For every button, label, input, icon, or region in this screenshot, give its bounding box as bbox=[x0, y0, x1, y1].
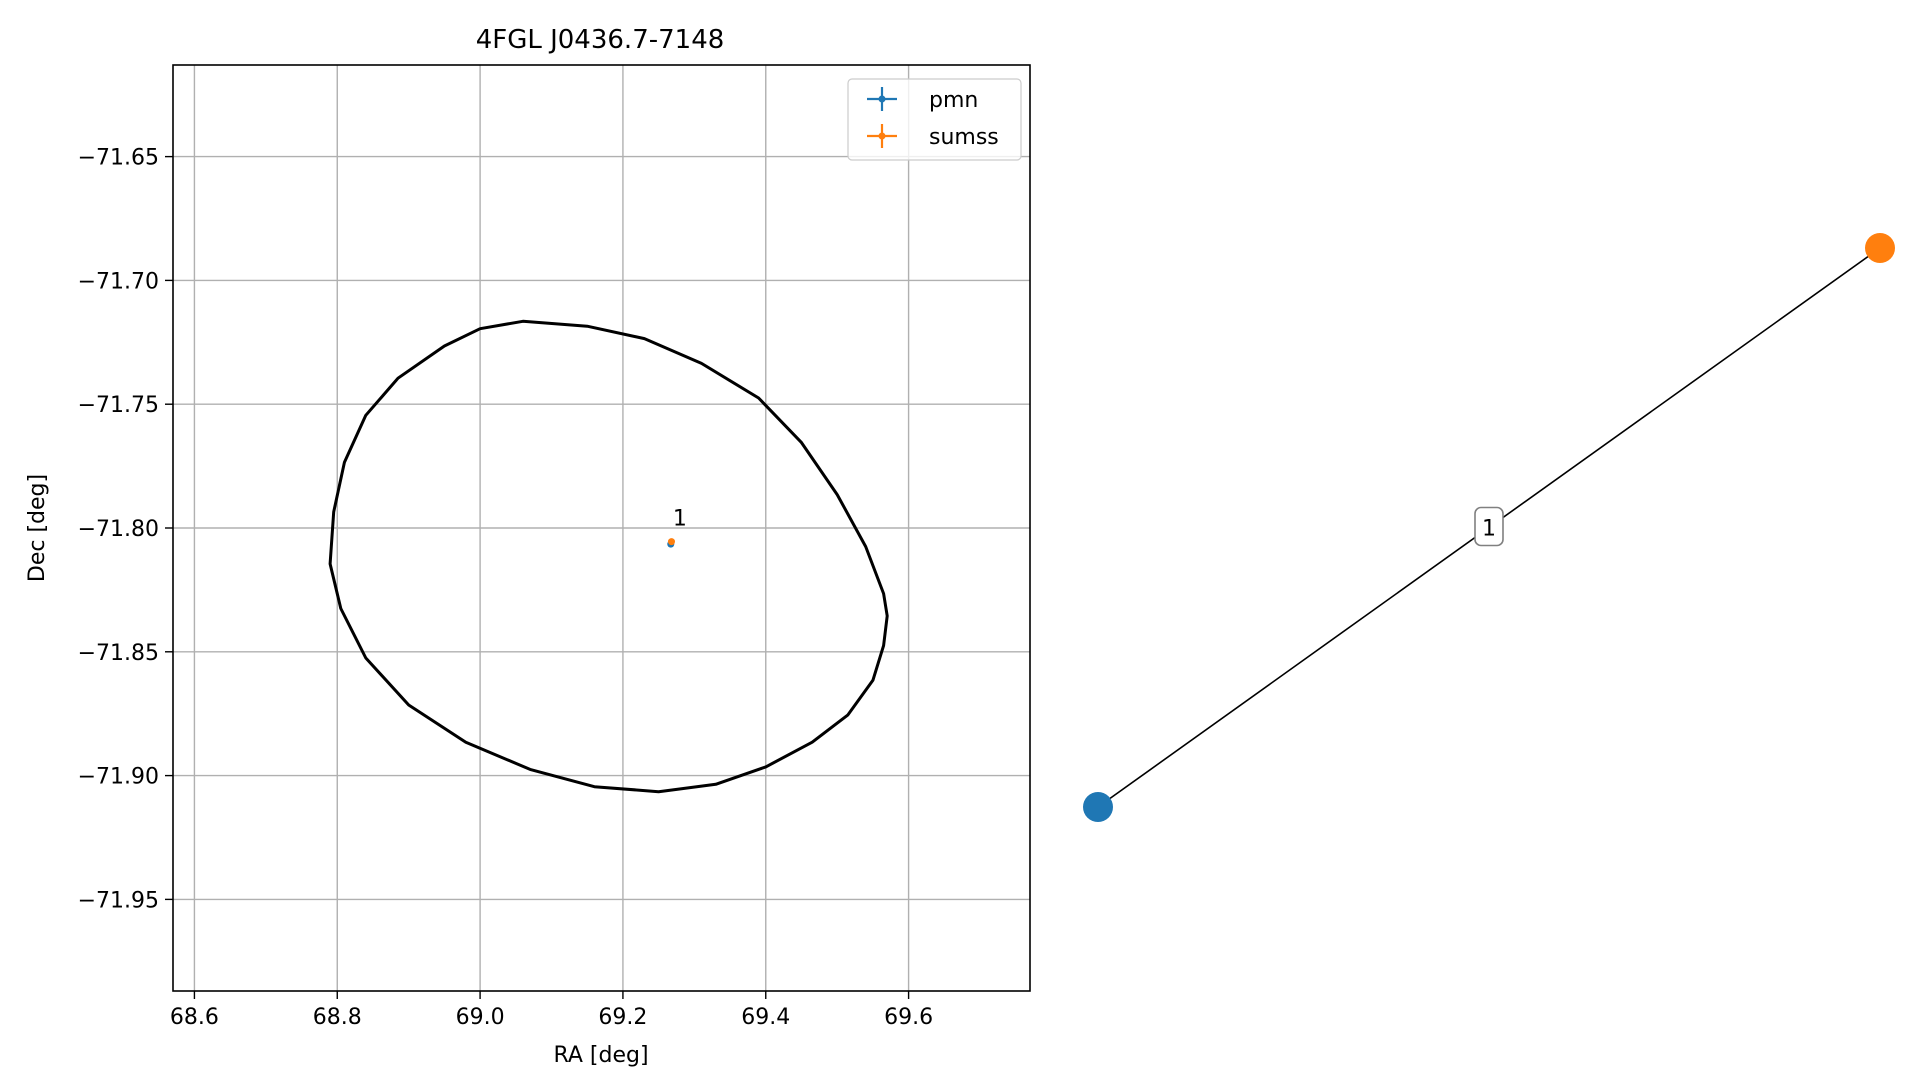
x-tick-label: 69.6 bbox=[884, 1005, 933, 1030]
legend-entry-pmn: pmn bbox=[867, 87, 978, 113]
nodes-layer bbox=[1083, 233, 1895, 822]
x-tick-label: 69.2 bbox=[598, 1005, 647, 1030]
legend-label-sumss: sumss bbox=[929, 125, 999, 150]
edge-label: 1 bbox=[1482, 517, 1496, 542]
x-axis-label: RA [deg] bbox=[553, 1043, 648, 1068]
y-tick-label: −71.95 bbox=[78, 888, 159, 913]
points-layer bbox=[667, 538, 675, 548]
node-sumss bbox=[1865, 233, 1895, 263]
legend-marker-sumss-dot bbox=[878, 132, 886, 140]
grid bbox=[173, 65, 1030, 991]
y-tick-label: −71.75 bbox=[78, 393, 159, 418]
y-axis-ticks: −71.65 −71.70 −71.75 −71.80 −71.85 −71.90 −71.… bbox=[78, 146, 173, 913]
association-graph: 1 bbox=[1083, 233, 1895, 822]
error-ellipse bbox=[328, 319, 889, 794]
x-tick-label: 69.0 bbox=[456, 1005, 505, 1030]
y-axis-label: Dec [deg] bbox=[25, 474, 50, 582]
x-axis-ticks: 68.6 68.8 69.0 69.2 69.4 69.6 bbox=[170, 991, 933, 1030]
annotations-layer: 1 bbox=[673, 507, 687, 532]
y-tick-label: −71.90 bbox=[78, 765, 159, 790]
error-ellipse-layer bbox=[328, 319, 889, 794]
edge-label-box bbox=[1474, 506, 1504, 547]
y-tick-label: −71.70 bbox=[78, 269, 159, 294]
legend-marker-pmn-dot bbox=[878, 95, 886, 103]
point-sumss bbox=[667, 538, 675, 546]
y-tick-label: −71.65 bbox=[78, 146, 159, 171]
x-tick-label: 68.6 bbox=[170, 1005, 219, 1030]
legend: pmn sumss bbox=[847, 78, 1022, 161]
legend-label-pmn: pmn bbox=[929, 88, 978, 113]
legend-entry-sumss: sumss bbox=[867, 124, 999, 150]
point-annotation: 1 bbox=[673, 507, 687, 532]
node-pmn bbox=[1083, 792, 1113, 822]
edges-layer: 1 bbox=[1097, 247, 1881, 808]
x-tick-label: 69.4 bbox=[741, 1005, 790, 1030]
sky-position-plot: 4FGL J0436.7-7148 1 68.6 68.8 69.0 69.2 69.4… bbox=[25, 25, 1031, 1068]
x-tick-label: 68.8 bbox=[313, 1005, 362, 1030]
y-tick-label: −71.85 bbox=[78, 641, 159, 666]
y-tick-label: −71.80 bbox=[78, 517, 159, 542]
plot-title: 4FGL J0436.7-7148 bbox=[476, 25, 725, 55]
